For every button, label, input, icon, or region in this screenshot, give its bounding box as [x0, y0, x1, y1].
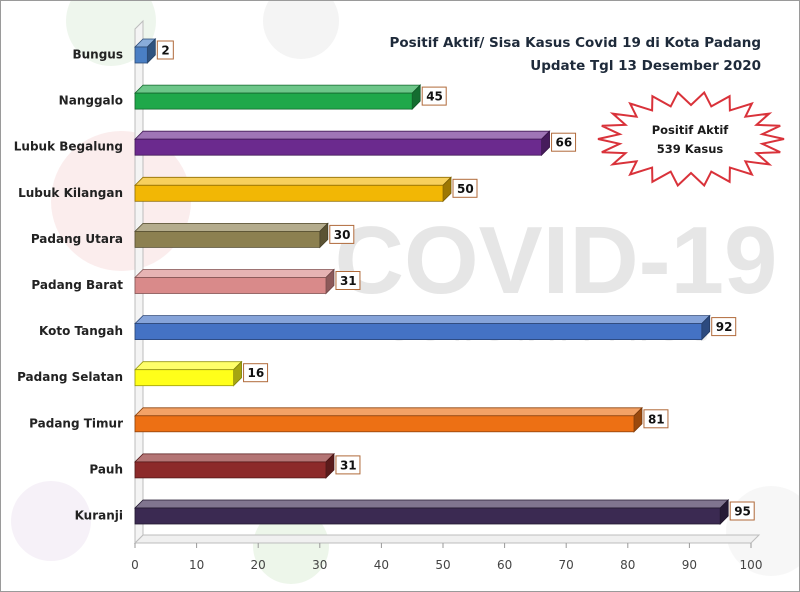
- annotation-line-1: Positif Aktif: [651, 123, 729, 137]
- labels-group: Bungus 2 Nanggalo 45 Lubuk Begalung 66 Lubuk K…: [14, 40, 755, 523]
- bar-top-face: [134, 84, 422, 94]
- category-label: Koto Tangah: [39, 324, 123, 338]
- x-tick-label: 30: [312, 558, 327, 572]
- category-label: Nanggalo: [59, 94, 123, 108]
- x-tick-label: 20: [251, 558, 266, 572]
- data-label-box: [335, 271, 361, 290]
- category-label: Kuranji: [75, 509, 123, 523]
- data-label-box: [329, 224, 355, 244]
- data-label: 2: [161, 44, 169, 58]
- virus-decoration: [11, 1, 799, 584]
- data-label: 66: [556, 136, 573, 150]
- bar-front-face: [134, 92, 413, 110]
- data-label: 31: [340, 458, 357, 472]
- bar-front-face: [134, 138, 542, 156]
- bar-top-face: [134, 130, 551, 140]
- data-label-box: [335, 455, 361, 475]
- bar-top-face: [134, 222, 329, 232]
- category-label: Pauh: [89, 462, 123, 476]
- category-label: Padang Barat: [31, 278, 123, 292]
- bar-top-face: [134, 315, 711, 325]
- x-tick-label: 50: [435, 558, 450, 572]
- chart-title: Positif Aktif/ Sisa Kasus Covid 19 di Ko…: [389, 35, 761, 51]
- bar-top-face: [134, 269, 335, 278]
- bar-padang-barat: [134, 268, 335, 295]
- bar-front-face: [134, 415, 635, 433]
- chart-floor: [133, 534, 761, 544]
- bar-pauh: [134, 452, 335, 479]
- bar-top-face: [134, 361, 243, 371]
- annotation-line-2: 539 Kasus: [656, 142, 724, 156]
- bar-top-face: [134, 499, 730, 509]
- x-tick-label: 100: [740, 558, 763, 572]
- data-label-box: [729, 501, 755, 521]
- bar-padang-timur: [134, 406, 643, 433]
- data-label-box: [243, 363, 269, 383]
- bar-front-face: [134, 230, 321, 248]
- x-tick-label: 60: [497, 558, 512, 572]
- x-tick-label: 40: [374, 558, 389, 572]
- x-tick-label: 90: [682, 558, 697, 572]
- annotation-text: Positif Aktif 539 Kasus: [615, 121, 765, 159]
- data-label: 45: [426, 90, 443, 104]
- starburst-shape: [597, 90, 785, 188]
- category-label: Lubuk Kilangan: [18, 186, 123, 200]
- bar-front-face: [134, 461, 327, 479]
- data-label: 50: [457, 182, 474, 196]
- data-label-box: [156, 40, 174, 60]
- bars-group: [134, 38, 730, 525]
- bar-padang-selatan: [134, 360, 243, 387]
- data-label: 30: [334, 228, 351, 242]
- bar-front-face: [134, 323, 703, 341]
- bar-lubuk-kilangan: [134, 176, 452, 203]
- svg-text:COVID-19: COVID-19: [335, 207, 778, 314]
- x-tick-label: 0: [131, 558, 139, 572]
- bar-kuranji: [134, 499, 730, 525]
- x-tick-label: 70: [559, 558, 574, 572]
- data-label-box: [421, 86, 447, 106]
- data-label-box: [711, 317, 737, 337]
- bar-top-face: [134, 407, 643, 417]
- chart-subtitle: Update Tgl 13 Desember 2020: [530, 58, 761, 74]
- x-tick-label: 80: [620, 558, 635, 572]
- bar-lubuk-begalung: [134, 130, 551, 157]
- data-label: 16: [248, 366, 265, 380]
- data-label-box: [643, 409, 669, 429]
- bar-nanggalo: [134, 84, 422, 111]
- data-label-box: [452, 178, 478, 198]
- bar-top-face: [134, 176, 452, 186]
- annotation-burst: [597, 90, 785, 188]
- category-label: Bungus: [72, 48, 123, 62]
- bar-bungus: [134, 38, 157, 64]
- category-label: Padang Timur: [29, 416, 123, 430]
- x-tick-label: 10: [189, 558, 204, 572]
- bar-front-face: [134, 184, 444, 202]
- data-label-box: [551, 132, 577, 152]
- bar-front-face: [134, 46, 148, 64]
- data-label: 95: [734, 505, 751, 519]
- bar-front-face: [134, 369, 234, 387]
- bar-front-face: [134, 507, 721, 525]
- bar-koto-tangah: [134, 314, 711, 341]
- bar-front-face: [134, 277, 327, 294]
- data-label: 92: [716, 320, 733, 334]
- category-label: Padang Utara: [31, 232, 123, 246]
- bar-padang-utara: [134, 222, 329, 249]
- category-label: Lubuk Begalung: [14, 140, 123, 154]
- data-label: 81: [648, 412, 665, 426]
- data-label: 31: [340, 274, 357, 288]
- bar-top-face: [134, 453, 335, 463]
- category-label: Padang Selatan: [17, 370, 123, 384]
